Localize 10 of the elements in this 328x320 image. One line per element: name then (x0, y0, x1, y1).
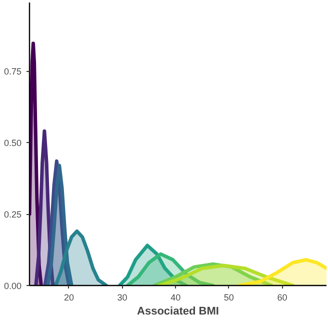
y-tick-label: 0.50 (4, 138, 22, 148)
x-tick-label: 20 (64, 292, 74, 302)
x-tick-label: 40 (170, 292, 181, 302)
x-axis-title: Associated BMI (137, 306, 219, 318)
y-tick-label: 0.75 (4, 66, 22, 77)
x-tick-label: 30 (117, 292, 128, 302)
x-tick-label: 60 (277, 292, 288, 302)
x-tick-label: 50 (224, 292, 234, 302)
y-tick-label: 0.00 (4, 281, 22, 291)
y-tick-label: 0.25 (4, 210, 22, 220)
